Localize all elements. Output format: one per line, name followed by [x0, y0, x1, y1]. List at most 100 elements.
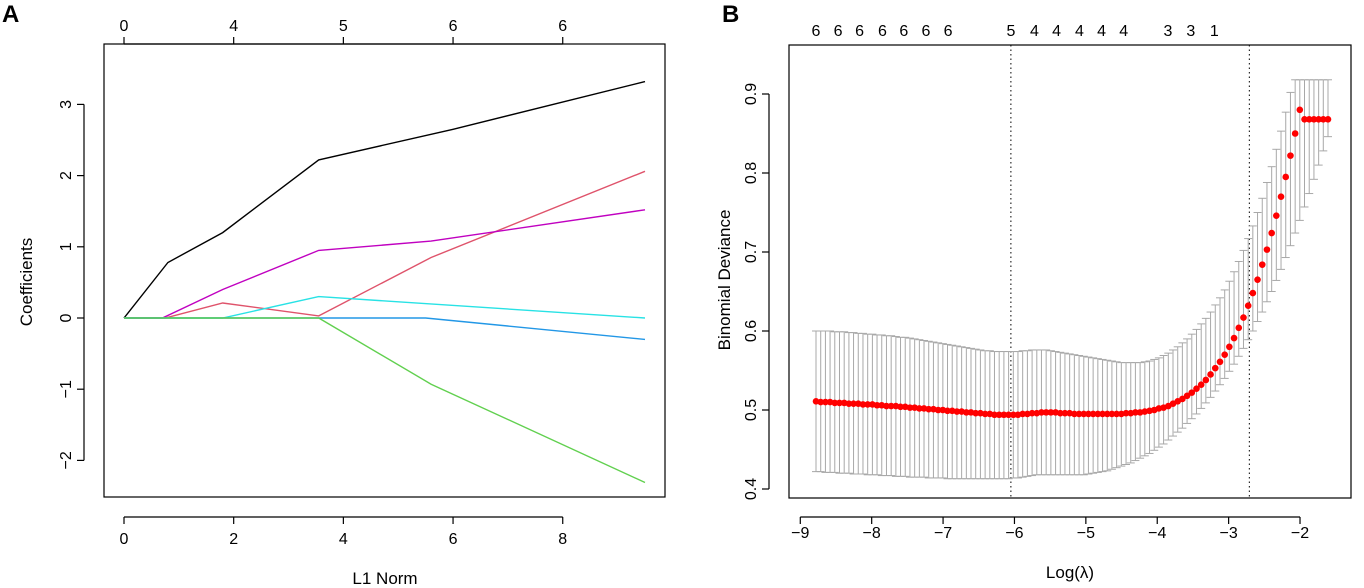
panel-a-x-axis-title: L1 Norm	[352, 569, 417, 588]
panel-a-x-tick-label: 0	[120, 531, 129, 548]
panel-b-errorbars	[812, 79, 1332, 480]
deviance-point	[1005, 411, 1012, 419]
coefficient-path-var1	[123, 80, 646, 319]
deviance-point	[1254, 276, 1261, 283]
deviance-point	[864, 401, 871, 408]
panel-a-top-tick-label: 4	[229, 18, 238, 35]
deviance-point	[1226, 343, 1233, 351]
deviance-point	[1282, 173, 1290, 181]
panel-b-top-tick-label: 6	[944, 23, 953, 40]
errorbar	[1248, 225, 1257, 332]
errorbar	[1201, 317, 1210, 404]
panel-a-x-tick-label: 6	[449, 531, 458, 548]
panel-b-top-tick-label: 4	[1052, 23, 1061, 40]
panel-b-letter: B	[722, 1, 739, 28]
panel-b-x-tick-label: −2	[1291, 525, 1309, 542]
panel-b-top-tick-label: 5	[1006, 23, 1015, 40]
deviance-point	[831, 399, 839, 407]
deviance-point	[1085, 410, 1092, 418]
errorbar	[1187, 333, 1196, 420]
deviance-point	[897, 403, 904, 411]
deviance-point	[1240, 314, 1247, 321]
deviance-point	[1056, 409, 1064, 417]
deviance-point	[1207, 371, 1214, 378]
errorbar	[1319, 79, 1328, 152]
errorbar	[1192, 328, 1201, 415]
panel-b-lambda-lines	[1010, 45, 1250, 498]
panel-b-x-tick-label: −9	[791, 525, 809, 542]
deviance-point	[963, 409, 970, 416]
panel-b-x-tick-label: −5	[1077, 525, 1095, 542]
errorbar	[1211, 304, 1220, 392]
panel-a-plot-box	[103, 43, 666, 498]
deviance-point	[859, 401, 867, 408]
deviance-point	[1310, 115, 1318, 123]
panel-b-top-tick-label: 1	[1210, 23, 1219, 40]
deviance-point	[1047, 409, 1055, 416]
errorbar	[1324, 79, 1332, 138]
panel-a-y-tick-label: −2	[58, 451, 75, 469]
panel-a-top-axis: 0 4 5 6 6	[120, 18, 567, 45]
panel-a-y-axis-title: Coefficients	[17, 238, 36, 327]
deviance-point	[981, 410, 989, 418]
errorbar	[1262, 181, 1271, 303]
panel-b-x-tick-label: −6	[1005, 525, 1023, 542]
panel-a-lasso-coefficients: A 0 2 4 6 8 −2 −1 0 1 2 3 0 4 5 6 6 L1 Norm Coefficie…	[2, 1, 666, 588]
errorbar	[1267, 166, 1276, 292]
errorbar	[1220, 289, 1229, 379]
deviance-point	[1315, 115, 1322, 123]
deviance-point	[1075, 410, 1083, 418]
panel-b-points	[812, 106, 1332, 419]
deviance-point	[934, 406, 942, 414]
deviance-point	[1319, 115, 1327, 123]
panel-b-y-tick-label: 0.8	[743, 162, 760, 184]
panel-b-top-tick-label: 6	[878, 23, 887, 40]
panel-a-top-tick-label: 0	[120, 18, 129, 35]
panel-a-series-group	[123, 80, 646, 484]
panel-b-y-tick-label: 0.5	[743, 399, 760, 421]
errorbar	[1197, 323, 1206, 409]
deviance-point	[1103, 410, 1111, 418]
errorbar	[1239, 249, 1248, 349]
deviance-point	[944, 407, 951, 415]
deviance-point	[1301, 115, 1308, 123]
deviance-point	[1216, 358, 1224, 366]
panel-b-x-axis-title: Log(λ)	[1046, 563, 1094, 582]
deviance-point	[1183, 392, 1191, 400]
deviance-point	[1230, 334, 1238, 342]
deviance-point	[1263, 246, 1271, 253]
errorbar	[1258, 197, 1267, 313]
deviance-point	[1202, 376, 1210, 384]
panel-b-x-tick-label: −4	[1148, 525, 1166, 542]
panel-b-y-axis-title: Binomial Deviance	[715, 210, 734, 351]
deviance-point	[995, 411, 1003, 419]
deviance-point	[850, 400, 857, 407]
deviance-point	[883, 402, 890, 410]
errorbar	[1215, 297, 1224, 386]
panel-b-top-tick-label: 3	[1163, 23, 1172, 40]
errorbar	[1159, 354, 1168, 445]
deviance-point	[1089, 410, 1097, 418]
deviance-point	[1099, 410, 1106, 418]
deviance-point	[1277, 193, 1285, 200]
errorbar	[1145, 360, 1154, 454]
panel-a-top-tick-label: 6	[558, 18, 567, 35]
panel-b-top-tick-label: 4	[1075, 23, 1084, 40]
coefficient-path-var5	[124, 317, 646, 341]
deviance-point	[1268, 229, 1275, 237]
deviance-point	[1287, 152, 1294, 159]
deviance-point	[1122, 409, 1130, 417]
errorbar	[1206, 311, 1215, 398]
deviance-point	[1010, 411, 1017, 419]
deviance-point	[972, 409, 979, 417]
errorbar	[1300, 79, 1309, 208]
panel-b-top-tick-label: 4	[1119, 23, 1128, 40]
errorbar	[1234, 260, 1243, 357]
panel-a-x-axis: 0 2 4 6 8	[120, 516, 567, 548]
errorbar	[1154, 357, 1163, 448]
deviance-point	[1080, 410, 1088, 418]
panel-b-top-tick-label: 6	[834, 23, 843, 40]
deviance-point	[1000, 411, 1008, 419]
